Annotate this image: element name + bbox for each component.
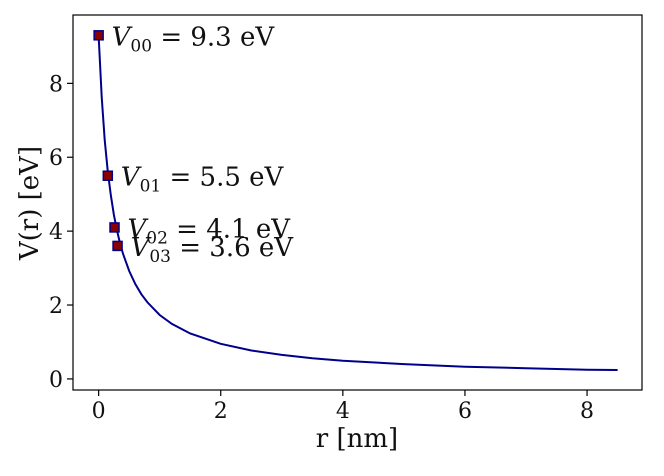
data-point-annotation: V02 = 4.1 eV	[128, 214, 292, 248]
annotation-symbol: V	[121, 163, 142, 193]
annotation-subscript: 00	[130, 36, 152, 56]
annotation-subscript: 01	[140, 177, 162, 197]
x-axis-label: r [nm]	[316, 424, 398, 454]
y-tick-label: 0	[49, 368, 63, 393]
annotation-symbol: V	[128, 214, 149, 244]
y-tick-label: 8	[49, 72, 63, 97]
annotation-subscript: 02	[146, 228, 168, 248]
data-point-marker	[93, 30, 104, 41]
plot-frame	[72, 14, 643, 391]
annotation-value: = 5.5 eV	[161, 163, 284, 193]
x-tick-label: 0	[92, 399, 106, 424]
annotation-value: = 3.6 eV	[171, 233, 294, 263]
data-point-marker	[109, 222, 120, 233]
data-point-annotation: V01 = 5.5 eV	[121, 163, 285, 197]
series-layer	[93, 30, 618, 371]
potential-curve-line	[97, 35, 618, 371]
annotation-symbol: V	[131, 233, 152, 263]
x-tick-label: 2	[214, 399, 228, 424]
annotation-subscript: 03	[149, 247, 171, 267]
y-tick-label: 6	[49, 146, 63, 171]
data-point-marker	[102, 170, 114, 181]
y-axis-label: V(r) [eV]	[15, 146, 45, 261]
x-axis-ticks: 0 2 4 6 8	[92, 390, 594, 424]
annotation-value: = 4.1 eV	[168, 214, 291, 244]
data-point-annotation: V03 = 3.6 eV	[131, 233, 295, 267]
annotation-symbol: V	[112, 22, 133, 52]
y-tick-label: 4	[49, 220, 63, 245]
annotation-value: = 9.3 eV	[152, 22, 275, 52]
data-point-marker	[112, 240, 123, 252]
y-axis-ticks: 0 2 4 6 8	[49, 72, 73, 393]
x-tick-label: 6	[458, 399, 472, 424]
x-tick-label: 4	[336, 399, 350, 424]
x-tick-label: 8	[580, 399, 594, 424]
data-point-annotation: V00 = 9.3 eV	[112, 22, 276, 56]
y-tick-label: 2	[49, 294, 63, 319]
